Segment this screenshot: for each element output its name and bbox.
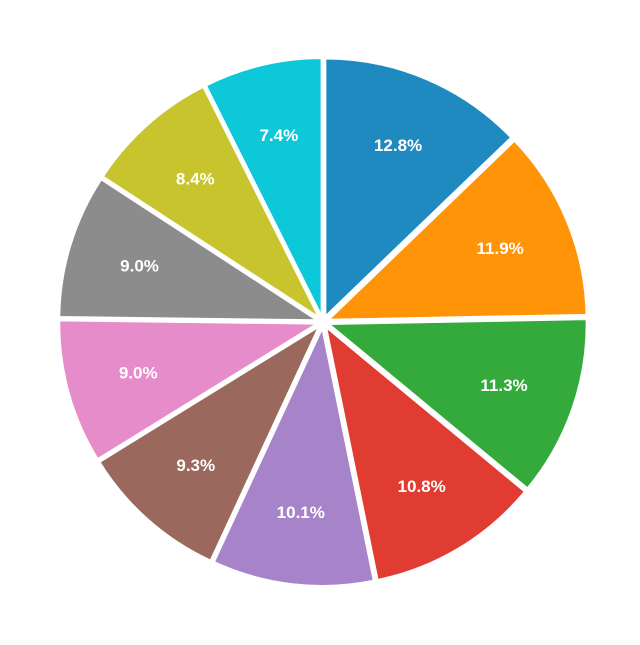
slice-label-10: 7.4% <box>259 126 298 145</box>
pie-slice-7 <box>58 319 319 461</box>
slice-label-6: 9.3% <box>176 456 215 475</box>
slice-label-8: 9.0% <box>120 257 159 276</box>
slice-label-9: 8.4% <box>176 169 215 188</box>
pie-slice-6 <box>98 325 321 562</box>
pie-slice-8 <box>58 178 319 322</box>
pie-slice-4 <box>325 326 526 581</box>
pie-slice-1 <box>324 57 513 318</box>
slice-label-3: 11.3% <box>480 376 527 395</box>
slice-label-2: 11.9% <box>477 239 524 258</box>
pie-slice-9 <box>101 85 321 319</box>
pie-slice-5 <box>212 326 375 587</box>
pie-slice-3 <box>327 318 588 490</box>
pie-slice-10 <box>204 57 323 318</box>
slice-label-1: 12.8% <box>374 136 422 155</box>
slice-label-7: 9.0% <box>119 364 158 383</box>
pie-slices <box>58 57 588 587</box>
slice-label-4: 10.8% <box>398 477 446 496</box>
pie-slice-2 <box>327 139 588 321</box>
pie-labels: 12.8% 11.9% 11.3% 10.8% 10.1% 9.3% 9.0% 9.0% 8.4… <box>119 126 528 522</box>
slice-label-5: 10.1% <box>277 503 325 522</box>
